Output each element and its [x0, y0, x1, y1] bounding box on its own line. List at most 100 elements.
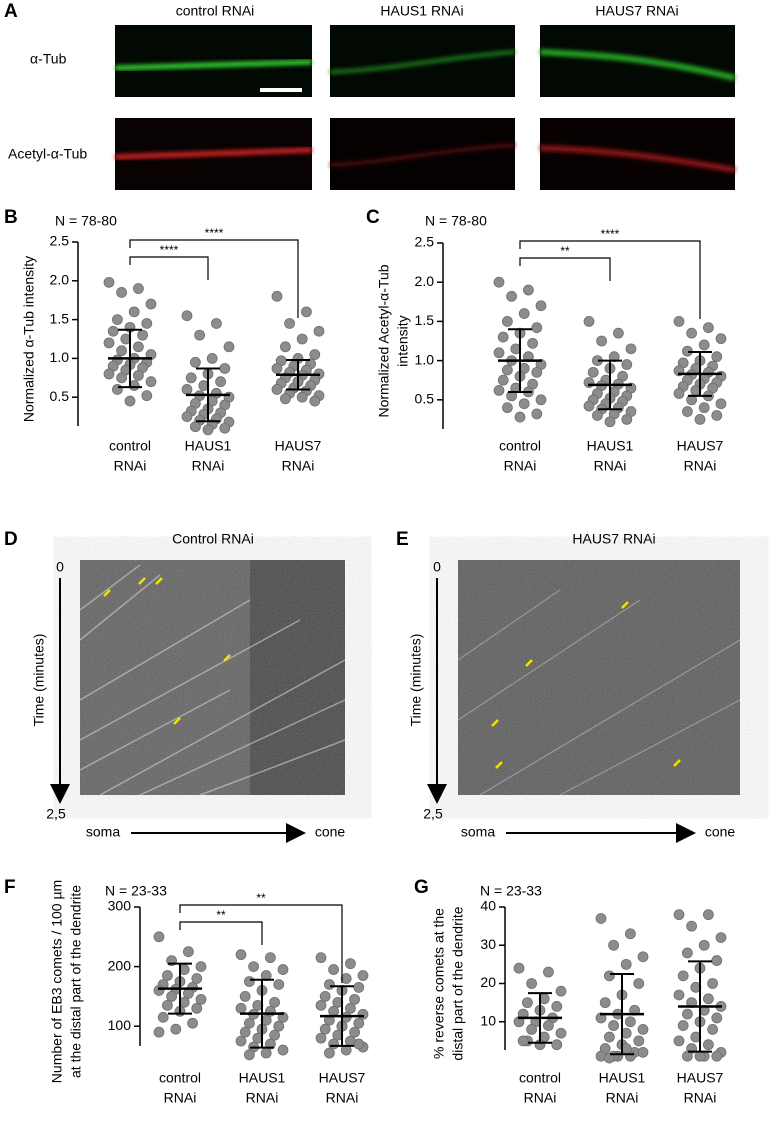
x-tick-label: HAUS1	[599, 1070, 646, 1086]
data-point	[189, 356, 201, 368]
data-point	[506, 390, 518, 402]
y-axis-label: intensity	[395, 315, 411, 366]
data-point	[279, 393, 291, 405]
data-point	[531, 408, 543, 420]
data-point	[599, 997, 611, 1009]
data-point	[703, 322, 714, 334]
panel-letter: A	[4, 1, 18, 22]
data-point	[153, 931, 165, 943]
data-point	[531, 322, 543, 334]
data-point	[698, 339, 710, 351]
data-point	[181, 384, 193, 395]
data-point	[132, 283, 144, 294]
data-point	[349, 993, 361, 1005]
data-point	[694, 413, 706, 425]
data-point	[195, 961, 207, 972]
y-tick-label: 0.5	[415, 391, 435, 407]
data-point	[215, 376, 227, 388]
significance-bracket	[179, 904, 343, 983]
data-point	[682, 1008, 693, 1020]
data-point	[555, 1027, 567, 1039]
data-point	[206, 352, 218, 364]
data-point	[715, 932, 727, 943]
panel-letter: F	[4, 877, 16, 898]
data-point	[682, 406, 693, 417]
data-point	[116, 372, 127, 384]
x-start-label: soma	[461, 824, 495, 840]
data-point	[264, 952, 276, 964]
data-point	[711, 410, 723, 421]
data-point	[673, 315, 685, 327]
x-end-label: cone	[315, 824, 346, 840]
micrographs	[114, 25, 736, 190]
row-label: α-Tub	[30, 51, 67, 67]
data-point	[153, 1026, 165, 1038]
x-tick-label: control	[499, 438, 541, 454]
x-tick-label: RNAi	[684, 1090, 717, 1106]
data-point	[535, 300, 547, 312]
data-point	[223, 341, 235, 353]
x-end-label: cone	[705, 824, 736, 840]
y-tick-label: 1.0	[50, 349, 70, 365]
y-tick-label: 20	[480, 974, 496, 990]
data-point	[277, 1044, 289, 1056]
data-point	[686, 327, 697, 339]
panel-letter: G	[414, 877, 429, 898]
significance-label: ****	[160, 243, 179, 257]
y-tick-label: 40	[480, 898, 496, 914]
x-tick-label: HAUS1	[185, 438, 232, 454]
significance-bracket	[129, 239, 299, 318]
data-point	[141, 390, 153, 402]
data-point	[526, 978, 537, 989]
data-point	[344, 958, 356, 970]
data-point	[608, 351, 620, 363]
x-tick-label: RNAi	[524, 1090, 557, 1106]
data-point	[621, 413, 633, 425]
y-tick-label: 2.5	[415, 234, 435, 250]
kymograph-control	[79, 560, 346, 796]
data-point	[583, 315, 595, 327]
data-point	[633, 978, 645, 989]
significance-bracket	[129, 256, 209, 280]
y-tick-label: 1.0	[415, 351, 435, 367]
data-point	[181, 411, 193, 423]
annotation: N = 78-80	[55, 213, 117, 229]
data-point	[296, 391, 308, 403]
data-point	[523, 284, 534, 296]
data-point	[315, 999, 327, 1011]
data-point	[625, 343, 637, 355]
data-point	[698, 939, 710, 951]
y-axis-label: Time (minutes)	[408, 634, 424, 727]
x-tick-label: RNAi	[326, 1090, 359, 1106]
data-point	[715, 333, 727, 345]
data-point	[349, 1026, 361, 1038]
data-point	[613, 327, 624, 339]
annotation: N = 78-80	[425, 213, 487, 229]
data-point	[682, 1050, 693, 1062]
data-point	[271, 363, 283, 374]
panel-letter: B	[4, 207, 18, 228]
annotation: N = 23-33	[480, 883, 542, 899]
x-start-label: soma	[86, 824, 120, 840]
data-point	[608, 939, 619, 951]
y-end-label: 2,5	[46, 806, 66, 822]
data-point	[531, 366, 543, 378]
data-point	[353, 1017, 365, 1029]
data-point	[711, 1050, 723, 1062]
data-point	[518, 308, 530, 319]
data-point	[124, 395, 136, 407]
y-axis-label: Normalized Acetyl-α-Tub	[376, 264, 392, 417]
data-point	[191, 1002, 203, 1014]
data-point	[189, 421, 201, 433]
significance-label: **	[256, 891, 266, 905]
y-axis-label: Number of EB3 comets / 100 µm	[49, 880, 65, 1083]
data-point	[243, 1017, 255, 1029]
data-point	[583, 400, 595, 412]
y-tick-label: 300	[108, 898, 132, 914]
row-label: Acetyl-α-Tub	[8, 146, 87, 162]
panel-letter: C	[366, 207, 380, 228]
data-point	[497, 331, 509, 343]
data-point	[604, 416, 616, 428]
data-point	[604, 1052, 615, 1064]
significance-label: ****	[205, 226, 224, 240]
